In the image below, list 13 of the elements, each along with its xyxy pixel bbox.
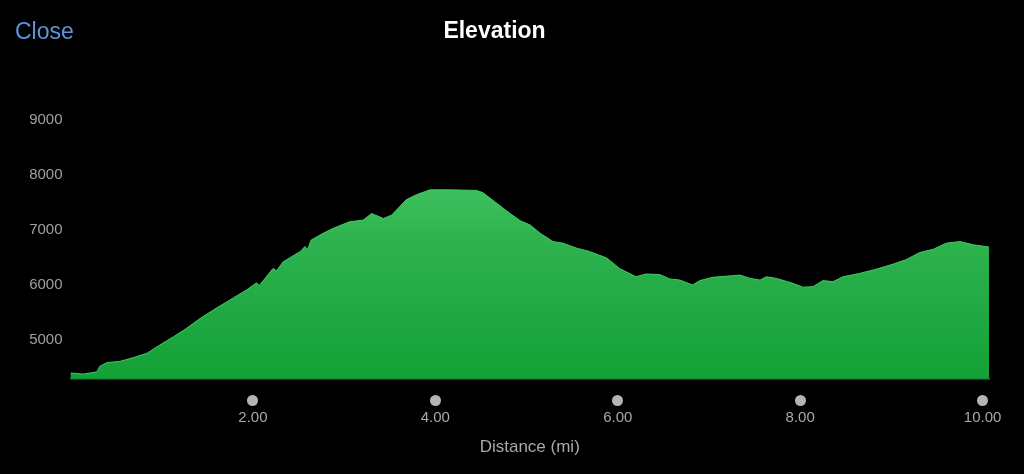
x-tick-label: 4.00 (420, 408, 450, 426)
chart-title: Elevation (443, 17, 546, 44)
y-tick-label: 9000 (29, 110, 63, 128)
y-tick-label: 7000 (29, 220, 63, 238)
x-tick-label: 10.00 (963, 408, 1002, 426)
y-tick-label: 8000 (29, 165, 63, 183)
y-tick-label: 6000 (29, 275, 63, 293)
x-tick-label: 2.00 (238, 408, 268, 426)
close-button: Close (15, 18, 74, 45)
x-tick-label: 8.00 (785, 408, 815, 426)
x-axis-title: Distance (mi) (479, 436, 580, 456)
x-tick-label: 6.00 (603, 408, 633, 426)
y-tick-label: 5000 (29, 330, 63, 348)
